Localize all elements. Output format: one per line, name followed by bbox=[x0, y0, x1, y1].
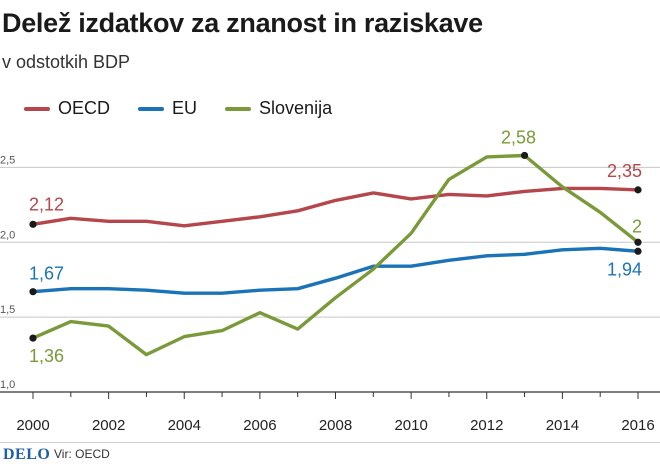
footer: DELO Vir: OECD bbox=[0, 442, 660, 473]
legend-label-slovenija: Slovenija bbox=[259, 98, 333, 118]
legend-label-oecd: OECD bbox=[58, 98, 111, 118]
x-tick-label: 2014 bbox=[546, 417, 579, 434]
y-tick-label: 2,0 bbox=[0, 229, 15, 241]
data-label-slovenija-peak: 2,58 bbox=[501, 127, 536, 147]
x-tick-label: 2012 bbox=[470, 417, 503, 434]
series-line-eu bbox=[31, 246, 640, 295]
series-line-slovenija bbox=[31, 153, 640, 357]
point-marker-oecd-end bbox=[634, 186, 642, 194]
data-label-slovenija-end: 2 bbox=[632, 216, 642, 236]
x-tick-label: 2010 bbox=[394, 417, 427, 434]
data-label-eu-start: 1,67 bbox=[29, 264, 64, 284]
point-marker-eu-end bbox=[634, 247, 642, 255]
point-marker-slovenija-start bbox=[29, 334, 37, 342]
x-tick-label: 2016 bbox=[621, 417, 654, 434]
x-tick-label: 2004 bbox=[168, 417, 201, 434]
data-label-slovenija-start: 1,36 bbox=[29, 346, 64, 366]
point-marker-slovenija-peak bbox=[520, 151, 529, 160]
legend-item-slovenija: Slovenija bbox=[225, 98, 332, 119]
data-label-oecd-start: 2,12 bbox=[29, 194, 64, 214]
y-tick-label: 2,5 bbox=[0, 154, 15, 166]
source-note: Vir: OECD bbox=[54, 447, 110, 461]
legend-swatch-eu bbox=[138, 106, 165, 111]
x-tick-label: 2008 bbox=[319, 417, 352, 434]
brand-logo: DELO bbox=[3, 446, 51, 463]
legend-swatch-oecd bbox=[24, 106, 50, 111]
chart-title: Delež izdatkov za znanost in raziskave bbox=[2, 8, 483, 38]
legend-label-eu: EU bbox=[172, 98, 198, 118]
legend-item-eu: EU bbox=[138, 98, 197, 119]
x-tick-label: 2000 bbox=[16, 417, 49, 434]
data-label-eu-end: 1,94 bbox=[607, 259, 642, 279]
series-line-oecd bbox=[31, 186, 640, 228]
x-tick-label: 2006 bbox=[243, 417, 276, 434]
footer-divider bbox=[0, 442, 660, 443]
legend-item-oecd: OECD bbox=[24, 98, 110, 119]
data-label-oecd-end: 2,35 bbox=[607, 161, 642, 181]
line-chart: 1,0 1,5 2,0 2,5 2000 2002 2004 2006 2008 2010 2012… bbox=[0, 127, 660, 434]
chart-legend: OECD EU Slovenija bbox=[24, 98, 360, 119]
point-marker-eu-start bbox=[29, 288, 37, 296]
point-marker-oecd-start bbox=[29, 220, 37, 228]
y-tick-label: 1,0 bbox=[0, 379, 15, 391]
y-tick-label: 1,5 bbox=[0, 304, 15, 316]
chart-subtitle: v odstotkih BDP bbox=[2, 52, 131, 72]
x-tick-label: 2002 bbox=[92, 417, 125, 434]
point-marker-slovenija-end bbox=[634, 238, 642, 246]
legend-swatch-slovenija bbox=[225, 106, 252, 111]
